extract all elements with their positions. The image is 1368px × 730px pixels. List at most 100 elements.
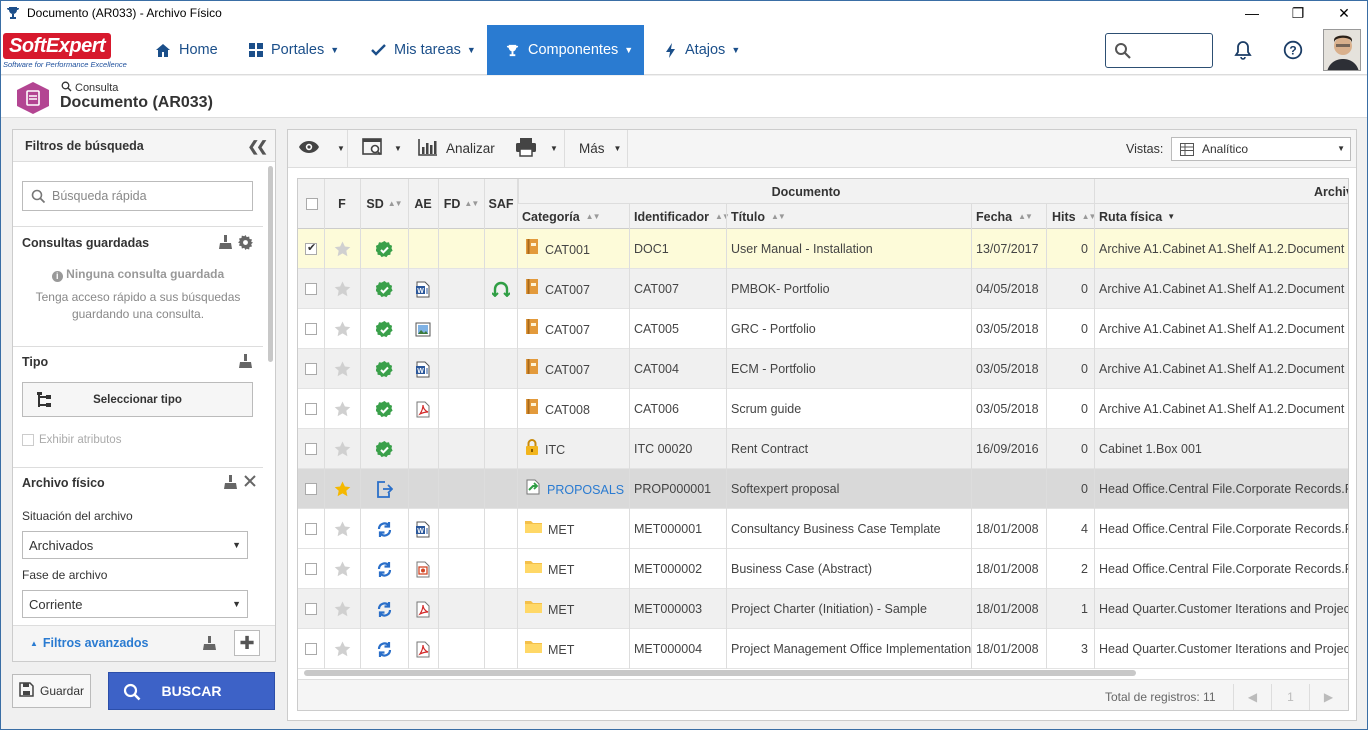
nav-home[interactable]: Home bbox=[155, 25, 218, 75]
view-button[interactable]: ▼ bbox=[298, 130, 345, 167]
help-icon[interactable]: ? bbox=[1282, 39, 1304, 61]
global-search-input[interactable] bbox=[1105, 33, 1213, 68]
table-row[interactable]: PROPOSALS PROP000001 Softexpert proposal 0 H… bbox=[298, 469, 1348, 509]
pdf-file-icon[interactable] bbox=[408, 589, 438, 629]
row-checkbox[interactable] bbox=[298, 589, 324, 629]
star-icon[interactable] bbox=[324, 229, 360, 269]
column-header-titulo[interactable]: Título ▲▼ bbox=[731, 209, 786, 224]
table-row[interactable]: ITC ITC 00020 Rent Contract 16/09/2016 0 Cabi… bbox=[298, 429, 1348, 469]
close-window-button[interactable]: ✕ bbox=[1338, 4, 1350, 21]
row-checkbox[interactable] bbox=[298, 309, 324, 349]
broom-icon[interactable] bbox=[219, 235, 232, 253]
column-header-saf[interactable]: SAF bbox=[488, 196, 514, 211]
presentation-file-icon[interactable] bbox=[408, 549, 438, 589]
star-icon[interactable] bbox=[324, 469, 360, 509]
print-button[interactable]: ▼ bbox=[515, 130, 558, 167]
broom-icon[interactable] bbox=[224, 475, 237, 493]
star-icon[interactable] bbox=[324, 269, 360, 309]
category-label[interactable]: PROPOSALS bbox=[547, 483, 625, 497]
table-row[interactable]: CAT007 CAT005 GRC - Portfolio 03/05/2018 0 Ar… bbox=[298, 309, 1348, 349]
star-icon[interactable] bbox=[324, 509, 360, 549]
advanced-filters-toggle[interactable]: ▲ Filtros avanzados bbox=[30, 636, 149, 650]
pdf-file-icon[interactable] bbox=[408, 629, 438, 669]
table-row[interactable]: ✔ CAT001 DOC1 User Manual - Installation 13/… bbox=[298, 229, 1348, 269]
quick-search-input[interactable]: Búsqueda rápida bbox=[22, 181, 253, 211]
checkbox[interactable] bbox=[22, 434, 34, 446]
column-header-fd[interactable]: FD ▲▼ bbox=[443, 196, 480, 211]
broom-icon[interactable] bbox=[239, 354, 252, 372]
image-file-icon[interactable] bbox=[408, 309, 438, 349]
nav-componentes[interactable]: Componentes ▼ bbox=[487, 25, 644, 75]
column-header-fecha[interactable]: Fecha ▲▼ bbox=[976, 209, 1033, 224]
table-row[interactable]: W MET MET000001 Consultancy Business Case T… bbox=[298, 509, 1348, 549]
star-icon[interactable] bbox=[324, 349, 360, 389]
nav-atajos[interactable]: Atajos ▼ bbox=[665, 25, 740, 75]
prev-page-button[interactable]: ◀ bbox=[1233, 684, 1271, 710]
row-checkbox[interactable] bbox=[298, 389, 324, 429]
archive-status-select[interactable]: Archivados ▼ bbox=[22, 531, 248, 559]
table-row[interactable]: W CAT007 CAT004 ECM - Portfolio 03/05/2018 0 A… bbox=[298, 349, 1348, 389]
column-header-ae[interactable]: AE bbox=[414, 196, 432, 211]
row-checkbox[interactable] bbox=[298, 349, 324, 389]
table-row[interactable]: MET MET000002 Business Case (Abstract) 18/0… bbox=[298, 549, 1348, 589]
select-all-checkbox[interactable] bbox=[306, 198, 318, 213]
empty-cell bbox=[408, 229, 438, 269]
softexpert-logo[interactable]: SoftExpert Software for Performance Exce… bbox=[3, 33, 133, 69]
nav-portales[interactable]: Portales ▼ bbox=[249, 25, 339, 75]
table-row[interactable]: MET MET000004 Project Management Office Im… bbox=[298, 629, 1348, 669]
maximize-button[interactable]: ❐ bbox=[1291, 4, 1305, 21]
category-label: MET bbox=[548, 643, 575, 657]
row-checkbox[interactable] bbox=[298, 509, 324, 549]
star-icon[interactable] bbox=[324, 309, 360, 349]
views-select[interactable]: Analítico ▼ bbox=[1171, 137, 1351, 161]
approved-seal-icon bbox=[360, 229, 408, 269]
pdf-file-icon[interactable] bbox=[408, 389, 438, 429]
bell-icon[interactable] bbox=[1232, 39, 1254, 61]
star-icon[interactable] bbox=[324, 589, 360, 629]
row-checkbox[interactable] bbox=[298, 269, 324, 309]
search-button[interactable]: BUSCAR bbox=[108, 672, 275, 710]
analyze-button[interactable]: Analizar bbox=[418, 130, 495, 167]
gear-icon[interactable] bbox=[238, 235, 253, 253]
close-icon[interactable] bbox=[244, 475, 256, 493]
row-checkbox[interactable] bbox=[298, 549, 324, 589]
column-header-ruta-fisica[interactable]: Ruta física ▼ bbox=[1099, 209, 1176, 224]
saved-queries-hint-1: Tenga acceso rápido a sus búsquedas bbox=[35, 290, 241, 304]
horizontal-scrollbar[interactable] bbox=[304, 670, 1136, 676]
word-file-icon[interactable]: W bbox=[408, 269, 438, 309]
star-icon[interactable] bbox=[324, 629, 360, 669]
archive-phase-select[interactable]: Corriente ▼ bbox=[22, 590, 248, 618]
word-file-icon[interactable]: W bbox=[408, 349, 438, 389]
preview-button[interactable]: ▼ bbox=[362, 130, 402, 167]
panel-scrollbar[interactable] bbox=[268, 166, 273, 362]
avatar[interactable] bbox=[1323, 29, 1361, 71]
nav-mis-tareas[interactable]: Mis tareas ▼ bbox=[371, 25, 476, 75]
row-checkbox[interactable]: ✔ bbox=[298, 229, 324, 269]
table-row[interactable]: CAT008 CAT006 Scrum guide 03/05/2018 0 Archiv… bbox=[298, 389, 1348, 429]
row-checkbox[interactable] bbox=[298, 469, 324, 509]
next-page-button[interactable]: ▶ bbox=[1309, 684, 1347, 710]
hits-cell: 0 bbox=[1081, 362, 1088, 376]
column-header-sd[interactable]: SD ▲▼ bbox=[366, 196, 402, 211]
column-header-identificador[interactable]: Identificador ▲▼ bbox=[634, 209, 730, 224]
word-file-icon[interactable]: W bbox=[408, 509, 438, 549]
select-type-button[interactable]: Seleccionar tipo bbox=[22, 382, 253, 417]
broom-icon[interactable] bbox=[203, 636, 216, 654]
star-icon[interactable] bbox=[324, 549, 360, 589]
collapse-panel-icon[interactable]: ❮❮ bbox=[247, 138, 269, 154]
table-row[interactable]: MET MET000003 Project Charter (Initiation)… bbox=[298, 589, 1348, 629]
table-row[interactable]: W CAT007 CAT007 PMBOK- Portfolio 04/05/2018 0… bbox=[298, 269, 1348, 309]
column-header-f[interactable]: F bbox=[338, 196, 346, 211]
add-filter-button[interactable]: ✚ bbox=[234, 630, 260, 656]
save-query-button[interactable]: Guardar bbox=[12, 674, 91, 708]
show-attributes-checkbox[interactable]: Exhibir atributos bbox=[22, 434, 121, 446]
column-header-hits[interactable]: Hits ▲▼ bbox=[1052, 209, 1096, 224]
minimize-button[interactable]: — bbox=[1245, 5, 1259, 21]
row-checkbox[interactable] bbox=[298, 629, 324, 669]
divider bbox=[627, 130, 628, 167]
column-header-categoria[interactable]: Categoría ▲▼ bbox=[522, 209, 600, 224]
more-button[interactable]: Más ▼ bbox=[579, 130, 621, 167]
row-checkbox[interactable] bbox=[298, 429, 324, 469]
star-icon[interactable] bbox=[324, 389, 360, 429]
star-icon[interactable] bbox=[324, 429, 360, 469]
